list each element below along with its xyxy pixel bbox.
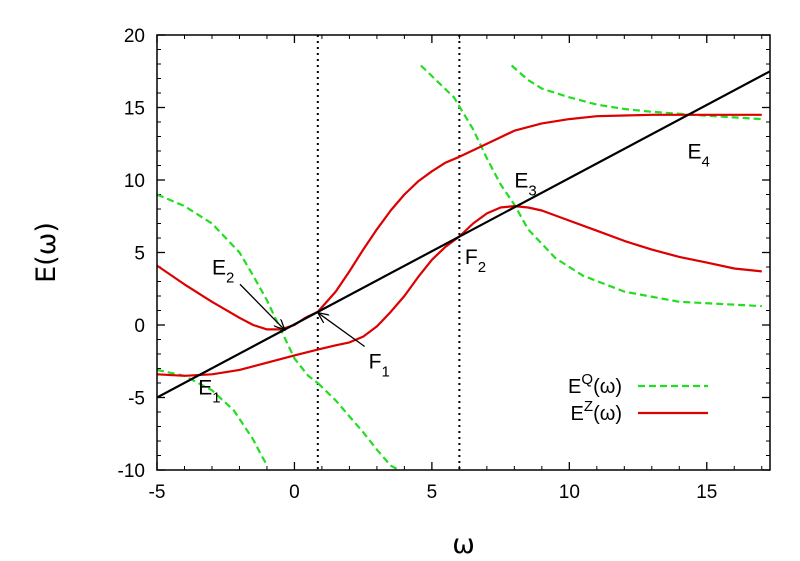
annotation-label: F1 [369, 351, 390, 381]
annotation-subscript: 1 [212, 390, 220, 407]
legend-base: E [568, 376, 581, 398]
y-tick-label: -5 [128, 389, 145, 410]
annotation-subscript: 4 [702, 153, 710, 170]
x-tick-label: 10 [559, 482, 580, 503]
y-tick-label: 0 [134, 316, 145, 337]
series-line-0 [510, 64, 762, 121]
legend-base: E [571, 403, 584, 425]
x-tick-label: 15 [696, 482, 717, 503]
annotation-label: E4 [688, 140, 710, 170]
legend-arg: (ω) [593, 376, 622, 398]
annotation-subscript: 2 [478, 259, 486, 276]
series-lines [157, 64, 770, 470]
legend-superscript: Q [581, 371, 593, 388]
annotation-base: E [212, 256, 226, 279]
legend-label: EQ(ω) [568, 371, 622, 398]
annotation-base: F [465, 246, 478, 269]
x-tick-label: 0 [289, 482, 300, 503]
annotation-label: E3 [514, 169, 536, 199]
annotation-subscript: 1 [381, 364, 389, 381]
legend-arg: (ω) [593, 403, 622, 425]
series-line-2 [157, 70, 770, 399]
series-line-0 [420, 64, 762, 308]
annotation-label: F2 [465, 246, 486, 276]
y-tick-label: 10 [124, 171, 145, 192]
annotation-base: E [688, 140, 702, 163]
x-tick-label: -5 [149, 482, 166, 503]
series-line-0 [317, 382, 400, 470]
annotation-arrow [239, 283, 285, 330]
y-tick-label: 20 [124, 26, 145, 47]
annotation-label: E1 [198, 377, 220, 407]
annotation-subscript: 2 [226, 269, 234, 286]
annotation-base: F [369, 351, 382, 374]
y-tick-label: -10 [118, 461, 145, 482]
annotation-base: E [198, 377, 212, 400]
annotation-arrow [318, 313, 366, 348]
x-axis-title: ω [452, 529, 475, 560]
annotation-label: E2 [212, 256, 234, 286]
series-line-1 [157, 113, 762, 331]
annotation-base: E [514, 169, 528, 192]
y-tick-label: 5 [134, 244, 145, 265]
y-tick-label: 15 [124, 99, 145, 120]
series-line-0 [157, 193, 319, 384]
legend: EQ(ω)EZ(ω) [568, 371, 708, 425]
series-line-1 [157, 205, 762, 377]
plot-frame [156, 34, 771, 471]
legend-label: EZ(ω) [571, 398, 622, 425]
y-axis-title: E(ω) [31, 222, 62, 283]
x-tick-label: 5 [427, 482, 438, 503]
legend-superscript: Z [584, 398, 593, 415]
annotation-subscript: 3 [528, 182, 536, 199]
